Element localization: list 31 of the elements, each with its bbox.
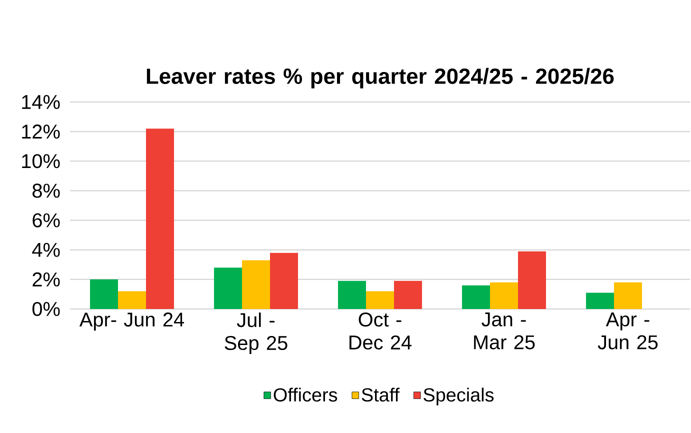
bar — [146, 128, 174, 309]
y-tick-label: 10% — [22, 154, 60, 168]
chart-title: Leaver rates % per quarter 2024/25 - 2025/26 — [146, 68, 614, 88]
bar — [118, 291, 146, 309]
x-tick-label: Apr - Jun 25 — [598, 312, 658, 350]
y-tick-label: 2% — [32, 272, 60, 286]
bar — [366, 291, 394, 309]
y-tick-label: 12% — [22, 124, 60, 139]
bar — [518, 251, 546, 309]
y-tick-label: 0% — [32, 302, 60, 316]
bar — [90, 279, 118, 309]
bar — [586, 292, 614, 309]
y-tick-label: 6% — [32, 213, 60, 228]
bar — [270, 252, 298, 309]
legend-label: Officers — [274, 388, 338, 402]
x-tick-label: Jul - Sep 25 — [224, 312, 288, 354]
bar — [338, 280, 366, 309]
x-tick-label: Oct - Dec 24 — [350, 312, 412, 350]
bar — [214, 268, 242, 309]
bar — [490, 282, 518, 309]
x-tick-label: Jan - Mar 25 — [474, 312, 535, 350]
bar — [394, 280, 422, 309]
x-tick-label: Apr- Jun 24 — [79, 312, 184, 331]
y-tick-label: 14% — [22, 95, 60, 109]
bar — [242, 260, 270, 309]
y-tick-label: 4% — [32, 242, 60, 257]
legend-label: Specials — [424, 388, 494, 406]
bar — [614, 282, 642, 309]
y-tick-label: 8% — [32, 184, 60, 198]
legend-label: Staff — [362, 388, 400, 402]
bar — [462, 285, 490, 309]
